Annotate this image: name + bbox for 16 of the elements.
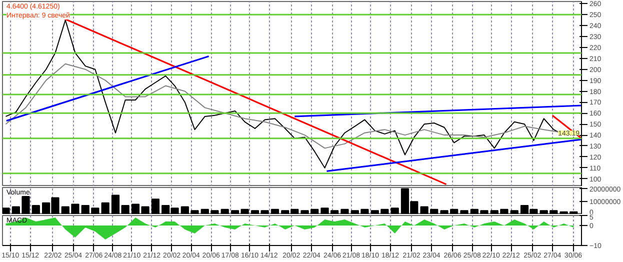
bar (390, 208, 399, 214)
bar (230, 210, 240, 214)
bar (270, 208, 280, 214)
bar (250, 210, 260, 214)
bar (111, 194, 120, 214)
bar (510, 210, 518, 214)
bar (151, 198, 160, 214)
bar (260, 210, 269, 214)
bar (240, 208, 249, 214)
bar (220, 208, 229, 214)
bar (340, 208, 349, 214)
bar (101, 202, 110, 214)
bar (2, 208, 10, 214)
bar (32, 205, 40, 214)
bar (460, 210, 468, 214)
bar (121, 205, 130, 214)
